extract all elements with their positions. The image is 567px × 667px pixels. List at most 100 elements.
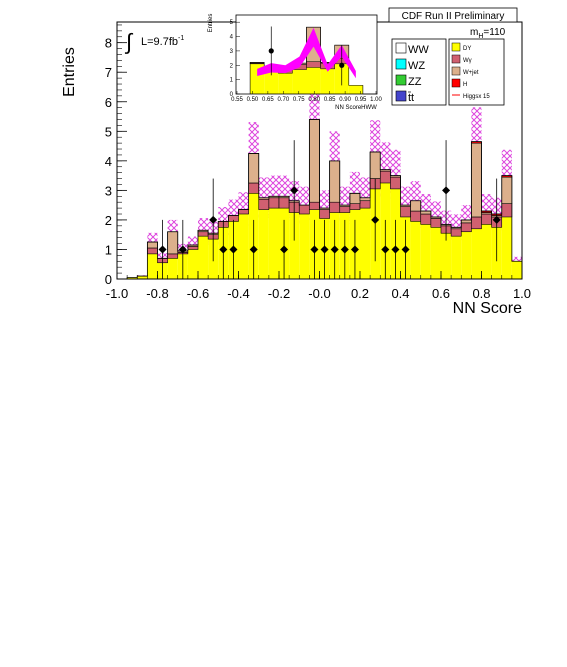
y-axis: 0 1 2 3 4 5 6 7 8 [105,24,127,287]
bar-dy [481,224,492,279]
inset-bar-dy [348,85,363,94]
inset-x-tick-label: 0.95 [355,97,367,103]
bar-w- [147,247,158,255]
bar-w-jet [329,160,341,203]
title-box [388,7,518,23]
bar-w- [481,213,492,225]
data-point [219,245,228,254]
inset-x-tick-label: 0.70 [277,97,289,103]
inset-bar-dy [292,69,307,94]
x-tick-label: -0.2 [268,286,290,301]
data-point [178,245,187,254]
data-point [330,245,339,254]
mass-value: =110 [483,27,505,38]
bar-w- [471,216,482,230]
inset-x-tick-label: 0.80 [308,97,320,103]
y-tick-label: 1 [105,242,112,257]
luminosity-label: L=9.7fb-1 [141,35,184,48]
bar-w- [349,203,361,210]
bar-dy [147,253,158,279]
inset-data-points [268,26,345,86]
x-tick-label: 0.4 [391,286,409,301]
inset-y-axis: 0 1 2 3 4 5 [230,20,240,98]
y-tick-label: 7 [105,65,112,80]
bar-dy [137,276,148,279]
bar-w-jet [410,200,422,212]
bar-dy [258,209,269,279]
legend-swatch-ww [395,42,407,54]
inset-bar-w- [306,61,321,68]
inset-x-axis: 0.55 0.50 0.65 0.70 0.75 0.80 0.85 0.90 0.95 1.00 [231,91,382,103]
bar-w-jet [248,153,260,184]
luminosity-exponent: -1 [178,35,184,42]
bar-dy [511,261,522,279]
inset-bar-dy [320,68,335,94]
legend-swatch [451,66,461,76]
bar-w- [339,206,351,213]
bar-dy [420,224,431,279]
legend-label: W+jet [463,70,479,76]
inset-data-point [268,48,274,54]
bar-w- [167,253,179,259]
inset-magenta-band [257,27,356,79]
bar-w- [379,170,391,184]
data-point [401,245,410,254]
inset-y-tick-label: 3 [230,49,234,55]
data-point [158,245,167,254]
bar-w- [501,203,513,218]
bar-w- [319,209,330,219]
bar-dy [187,249,198,279]
x-tick-label: 0.2 [351,286,369,301]
data-point [229,245,238,254]
legend-swatch-tt [395,90,407,102]
bar-w- [420,213,432,225]
integral-symbol: ∫ [124,29,134,54]
bar-w-jet [167,231,179,255]
bar-dy [268,208,279,279]
x-axis: -1.0 -0.8 -0.6 -0.4 -0.2 -0.0 0.2 0.4 0.6 0.8 1.0 [106,271,531,301]
bar-w- [197,231,209,237]
data-point [371,215,380,224]
bar-w- [187,246,199,250]
bar-w- [430,218,442,228]
bar-w-jet [501,176,513,204]
x-tick-label: 1.0 [513,286,531,301]
inset-x-tick-label: 0.85 [324,97,336,103]
bar-dy [471,228,482,279]
legend-swatch [451,54,461,64]
bar-w- [309,201,320,210]
bar-dy [167,258,178,279]
inset-x-axis-label: NN ScoreHWW [335,105,377,111]
data-point [310,245,319,254]
x-axis-label: NN Score [453,300,522,317]
bar-w- [248,182,260,194]
luminosity-value: L=9.7fb [141,36,178,48]
x-tick-label: -1.0 [106,286,128,301]
data-point [391,245,400,254]
inset-y-axis-label: Entries [208,14,214,33]
y-tick-label: 8 [105,36,112,51]
bar-w-jet [369,151,381,179]
inset-x-tick-label: 0.75 [293,97,305,103]
inset-y-tick-label: 5 [230,20,234,26]
x-tick-label: -0.4 [227,286,249,301]
bar-dy [127,277,138,279]
chart-title: CDF Run II Preliminary [402,11,505,22]
inset-y-tick-label: 0 [230,92,234,98]
y-tick-label: 3 [105,183,112,198]
data-point [249,245,258,254]
bar-dy [238,214,249,279]
data-point [340,245,349,254]
bar-dy [360,208,371,279]
bar-w- [278,197,290,209]
legend-label: Wγ [463,58,472,64]
inset-bar-dy [306,67,321,94]
x-tick-label: -0.8 [146,286,168,301]
inset-y-tick-label: 4 [230,35,234,41]
inset-bar-dy [278,73,293,94]
inset-band [257,27,356,79]
data-point [280,245,289,254]
x-tick-label: 0.8 [472,286,490,301]
bar-w- [410,210,422,222]
bar-dy [299,214,310,279]
